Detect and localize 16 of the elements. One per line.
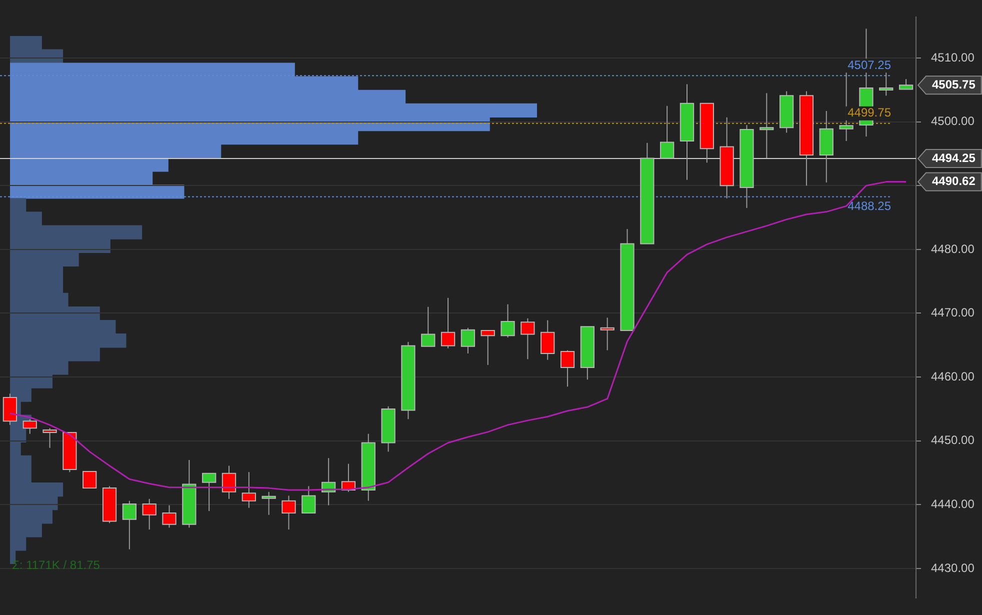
y-tick-label: 4440.00 [931,496,975,511]
y-tick-label: 4460.00 [931,369,975,384]
annotation: Σ: 1171K / 81.75 [12,558,100,572]
y-tick-label: 4450.00 [931,433,975,448]
y-tick-label: 4430.00 [931,560,975,575]
y-tick-label: 4480.00 [931,242,975,256]
ref-line-label: 4499.75 [848,106,892,120]
y-tick-label: 4470.00 [931,306,975,320]
y-tick-label: 4500.00 [931,114,975,128]
ref-line-label: 4507.25 [848,58,892,72]
ref-line-label: 4488.25 [848,199,892,214]
y-tick-label: 4510.00 [931,50,975,64]
ref-line-label: 4494.25 [932,150,976,165]
text: 4490.62 [932,174,976,188]
candlestick [520,318,535,360]
text: 4505.75 [932,77,976,92]
